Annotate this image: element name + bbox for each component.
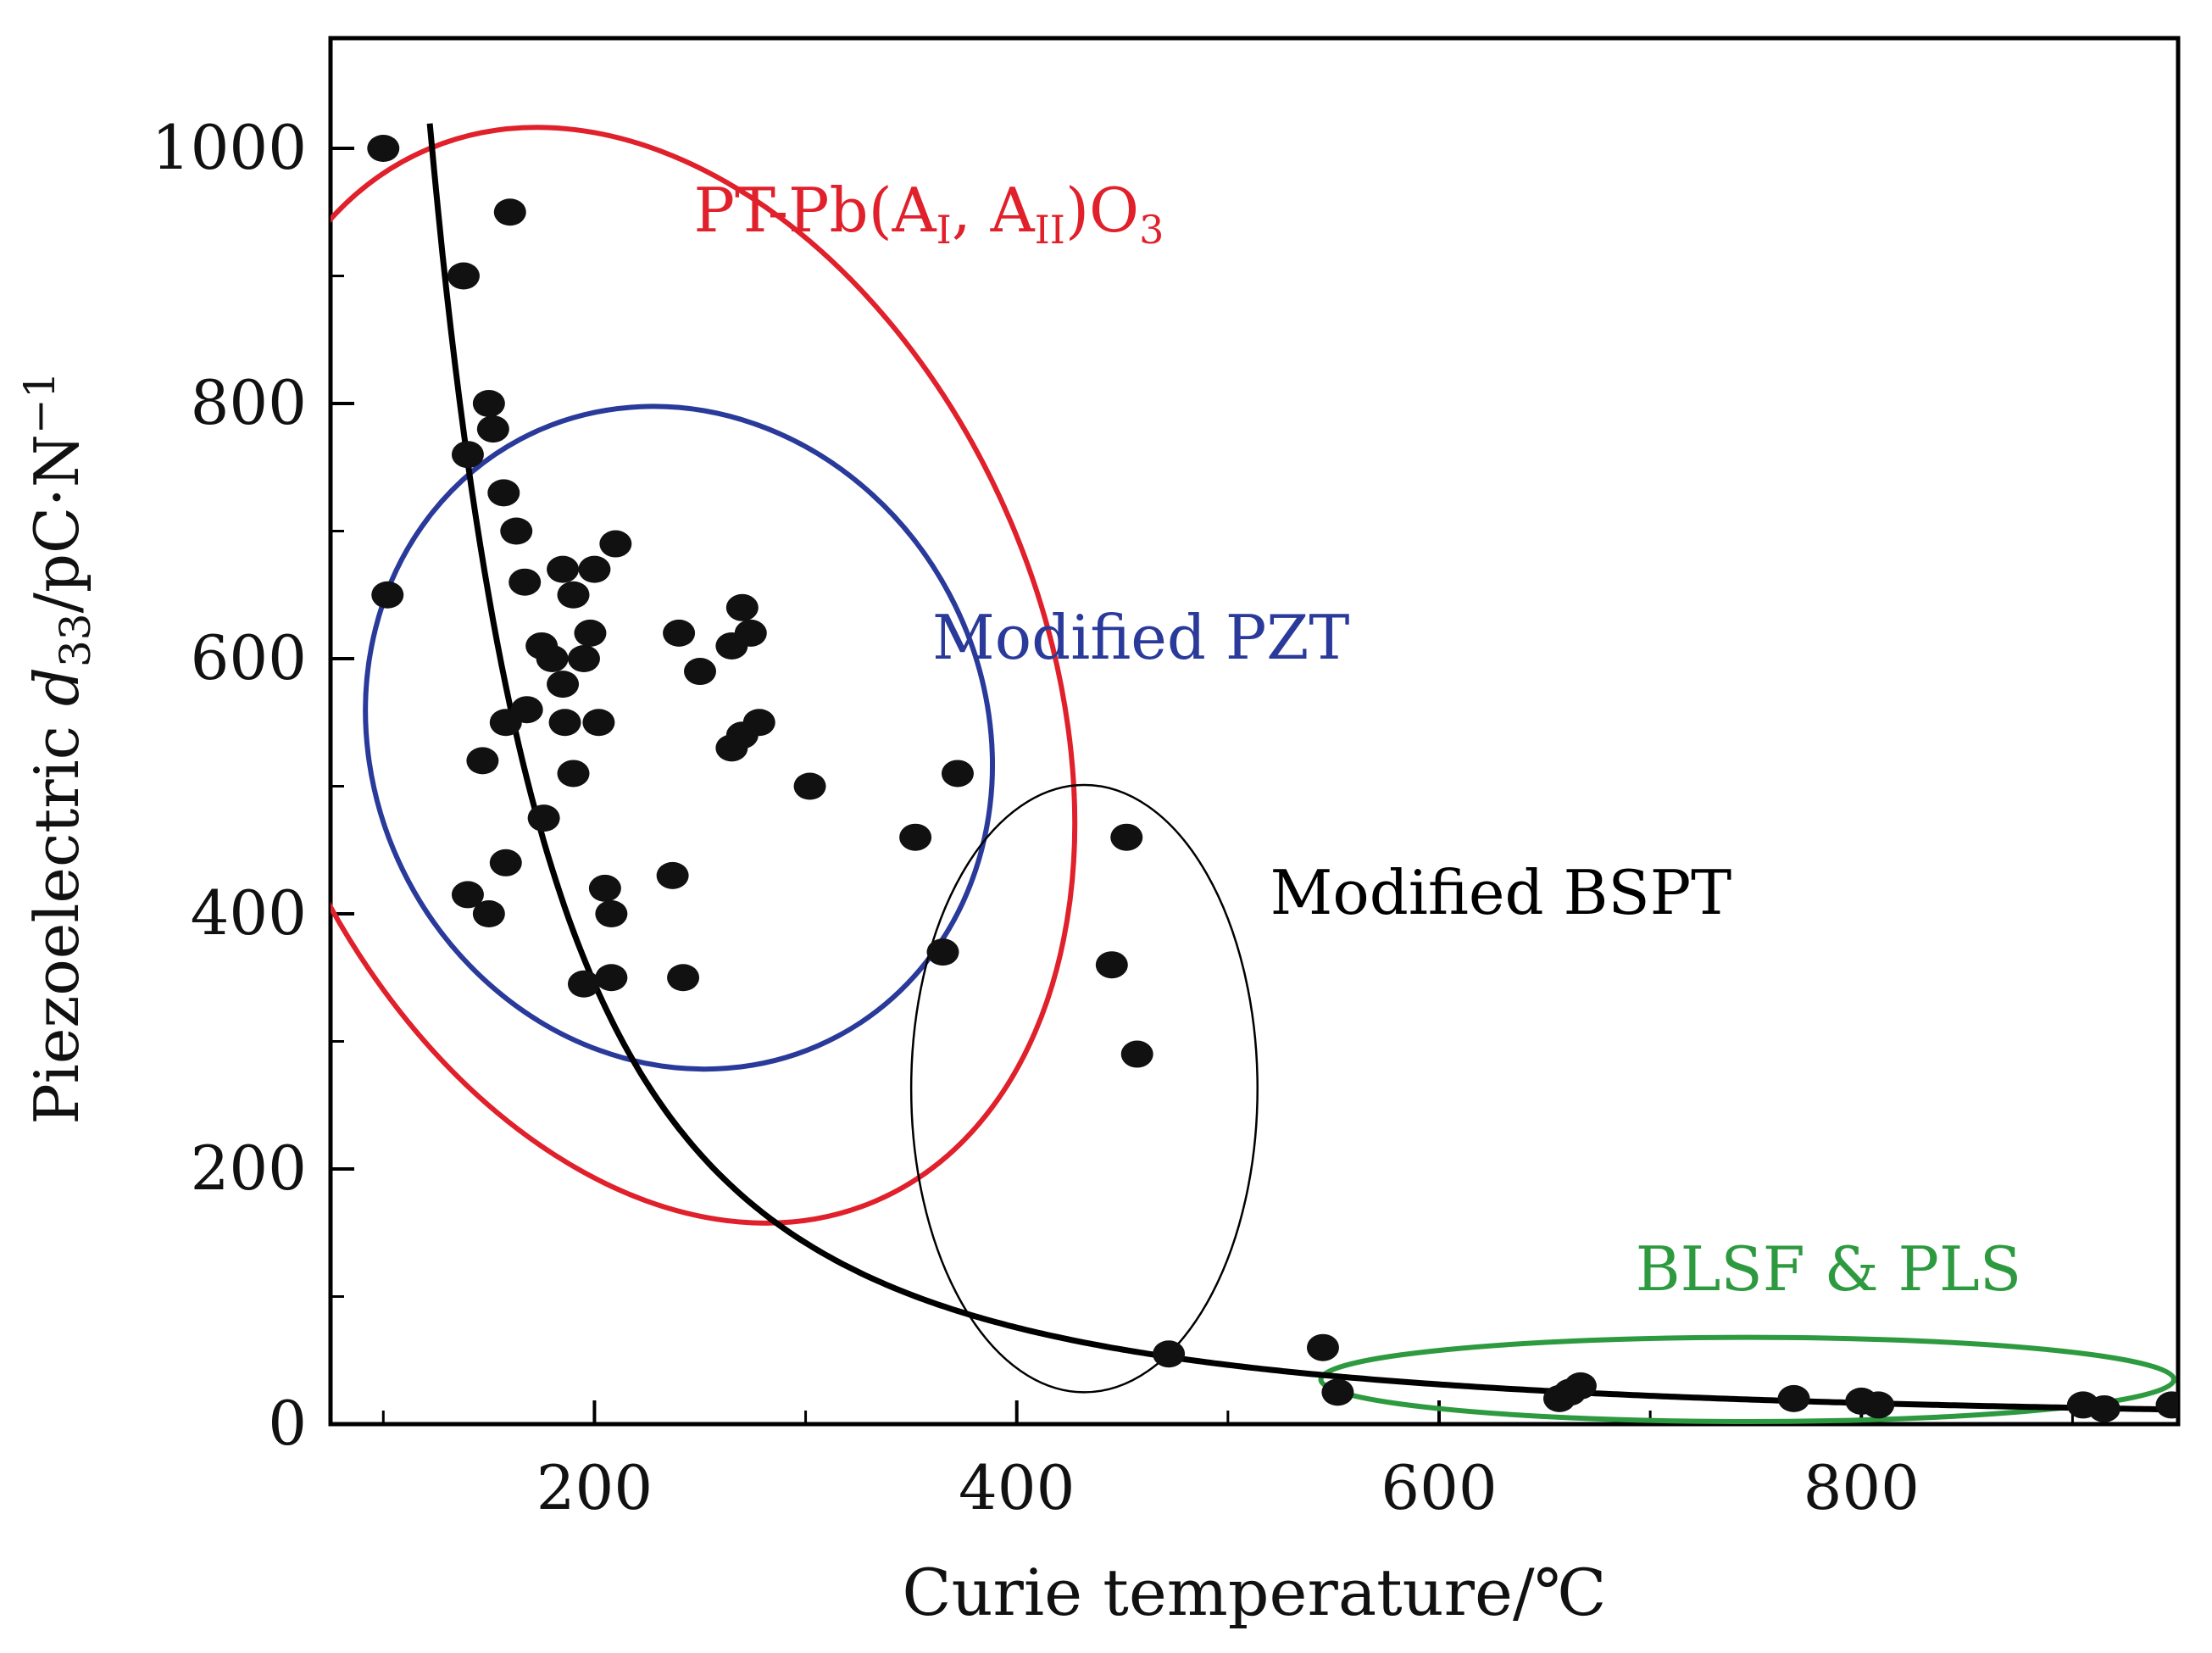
data-point (899, 823, 932, 851)
region-label: Modified PZT (932, 602, 1349, 673)
data-point (663, 619, 696, 647)
y-axis-label-unit: /pC·N (21, 434, 92, 613)
data-point (578, 555, 611, 583)
data-point (472, 900, 505, 927)
region-label-part: )O (1065, 175, 1139, 246)
data-point (734, 619, 767, 647)
data-point (656, 861, 689, 889)
region-labels: PT-Pb(AI, AII)O3 Modified PZT Modified BSP… (694, 175, 2022, 1305)
region-ellipse (909, 783, 1259, 1394)
data-point (2087, 1394, 2120, 1422)
data-point (2155, 1391, 2178, 1419)
data-point (493, 198, 526, 226)
region-label: Modified BSPT (1270, 857, 1732, 928)
y-axis-label-exponent: −1 (15, 371, 64, 434)
data-point (1153, 1340, 1186, 1368)
x-tick-label: 600 (1381, 1452, 1497, 1523)
plot-content (331, 123, 2178, 1424)
data-point (500, 517, 533, 545)
data-point (371, 581, 404, 609)
region-label-part: PT-Pb(A (694, 175, 937, 246)
region-label-part: I (936, 207, 952, 253)
y-axis-label-prefix: Piezoelectric (21, 706, 92, 1125)
y-axis-label: Piezoelectric d33/pC·N−1 (15, 371, 100, 1124)
y-axis-label-symbol: d (21, 667, 92, 706)
data-point (557, 581, 590, 609)
data-point (1777, 1384, 1810, 1412)
x-tick-label: 400 (959, 1452, 1075, 1523)
data-point (476, 415, 509, 443)
data-point (667, 964, 700, 992)
data-point (599, 530, 632, 558)
region-ellipse (1318, 1334, 2177, 1424)
data-point (588, 874, 621, 902)
data-point (1095, 951, 1128, 979)
data-point (547, 671, 580, 698)
data-point (582, 709, 615, 737)
data-point (1321, 1378, 1354, 1406)
data-point (548, 709, 581, 737)
region-label-part: 3 (1139, 207, 1164, 253)
data-point (489, 849, 522, 877)
data-point (567, 970, 600, 998)
data-point (536, 645, 569, 672)
region-ellipse (363, 404, 995, 1072)
data-point (725, 593, 759, 621)
y-tick-label: 1000 (152, 112, 307, 183)
region-label: BLSF & PLS (1636, 1233, 2021, 1305)
y-tick-label: 400 (191, 877, 307, 949)
data-point (793, 772, 826, 800)
data-point (1110, 823, 1143, 851)
data-point (547, 555, 580, 583)
x-axis-label: Curie temperature/℃ (902, 1555, 1606, 1630)
x-tick-label: 200 (536, 1452, 653, 1523)
data-point (1564, 1372, 1597, 1400)
data-point (447, 262, 480, 290)
data-point (489, 709, 522, 737)
data-point (1120, 1040, 1153, 1068)
y-tick-label: 800 (191, 367, 307, 438)
y-axis-label-subscript: 33 (51, 613, 100, 667)
data-point (941, 760, 974, 788)
region-label-part: II (1035, 207, 1065, 253)
data-point (487, 479, 520, 507)
x-axis-ticks: 200 400 600 800 (536, 1400, 1920, 1523)
data-point (466, 747, 499, 775)
data-point (451, 881, 484, 909)
data-point (1306, 1333, 1339, 1361)
y-tick-label: 200 (191, 1133, 307, 1204)
data-point (595, 964, 628, 992)
data-point (567, 645, 600, 672)
region-label: PT-Pb(AI, AII)O3 (694, 175, 1164, 253)
region-ellipse (331, 125, 1078, 1226)
data-point (715, 734, 748, 762)
y-axis-ticks: 0 200 400 600 800 1000 (152, 112, 354, 1459)
y-tick-label: 600 (191, 622, 307, 693)
data-point (527, 804, 560, 832)
data-point (926, 938, 959, 966)
data-point (557, 760, 590, 788)
data-point (1862, 1391, 1895, 1419)
data-point (451, 441, 484, 469)
region-label-part: , A (952, 175, 1036, 246)
x-tick-label: 800 (1804, 1452, 1920, 1523)
data-point (509, 568, 542, 596)
data-point (684, 658, 716, 686)
data-point (472, 390, 505, 417)
data-point (574, 619, 607, 647)
y-tick-label: 0 (268, 1388, 307, 1459)
plot-frame (328, 36, 2181, 1427)
data-point (595, 900, 628, 927)
data-point (367, 135, 400, 162)
